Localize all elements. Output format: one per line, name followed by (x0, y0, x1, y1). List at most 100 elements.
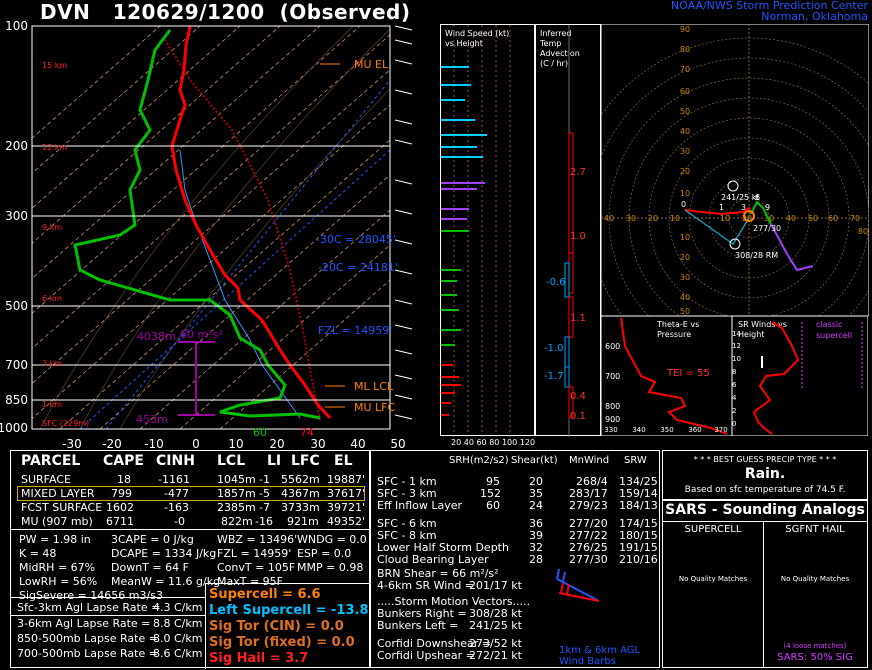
hodo-pt-9: 9 (765, 203, 770, 212)
layer-mnwind: 268/4 (576, 475, 608, 488)
srw-trace (752, 321, 800, 435)
ws-tick: 40 (463, 438, 474, 447)
srw-4-6km-label: 4-6km SR Wind = (377, 579, 475, 592)
adv-title3: (C / hr) (540, 59, 568, 68)
srw-title2: Height (738, 330, 764, 339)
p-label-500: 500 (5, 299, 28, 313)
idx-lowrh: LowRH = 56% (19, 575, 98, 588)
srw-h: 0 (732, 420, 736, 428)
layer-name: Lower Half Storm Depth (377, 541, 509, 554)
layer-shear: 28 (529, 553, 543, 566)
param-left-supercell: Left Supercell = -13.8 (209, 603, 369, 618)
org-label: NOAA/NWS Storm Prediction Center Norman,… (671, 0, 868, 22)
hodo-ring: 10 (680, 233, 690, 242)
p-label-100: 100 (5, 20, 28, 33)
hodo-axis: 20 (742, 214, 752, 223)
hodo-ring: 10 (680, 189, 690, 198)
srw-h: 10 (732, 355, 741, 363)
layer-srw: 159/14 (619, 487, 658, 500)
wind-speed-panel: Wind Speed (kt) vs Height 20 40 60 80 1 (440, 24, 535, 447)
precip-basis: Based on sfc temperature of 74.5 F. (684, 485, 846, 495)
selected-parcel-highlight (17, 486, 365, 501)
parcel-cape: 18 (117, 473, 131, 486)
adv-val: 0.4 (570, 391, 586, 402)
theta-p: 900 (605, 415, 620, 424)
lapse-label: 3-6km Agl Lapse Rate = (17, 617, 151, 630)
theta-title2: Pressure (657, 330, 691, 339)
param-sigtor-cin: Sig Tor (CIN) = 0.0 (209, 619, 344, 634)
ws-tick: 20 (451, 438, 462, 447)
adv-val: 2.7 (570, 167, 586, 178)
parcel-cinh: -1161 (158, 473, 190, 486)
wind-speed-chart (441, 25, 511, 437)
h-label-1km: 1 km (42, 400, 62, 409)
theta-t: 370 (714, 426, 727, 434)
layer-name: Eff Inflow Layer (377, 499, 463, 512)
idx-dcape: DCAPE = 1334 J/kg (111, 547, 217, 560)
divider (11, 615, 205, 616)
barb-label1: 1km & 6km AGL (559, 645, 641, 656)
layer-shear: 20 (529, 475, 543, 488)
layer-name: SFC - 1 km (377, 475, 437, 488)
sars-col-supercell: SUPERCELL (684, 524, 742, 535)
t-tick: -10 (144, 437, 164, 450)
layer-mnwind: 277/22 (569, 529, 608, 542)
wind-panel-title1: Wind Speed (kt) (445, 29, 510, 38)
org-line1: NOAA/NWS Storm Prediction Center (670, 0, 868, 12)
h-label-12km: 12 km (42, 143, 67, 152)
parcel-lcl: 1045m (217, 473, 256, 486)
theta-e-panel: Theta-E vs Pressure 600 700 800 900 TEI … (601, 316, 732, 436)
hodo-ring: 20 (680, 167, 690, 176)
col-shear: Shear(kt) (511, 455, 558, 466)
ml-lcl-label: ML LCL (354, 380, 394, 393)
parcel-el: 37617' (327, 487, 366, 500)
layer-shear: 24 (529, 499, 543, 512)
hodo-srw-lines (684, 209, 750, 245)
theta-t: 340 (632, 426, 645, 434)
sounding-title: DVN 120629/1200 (Observed) (40, 0, 410, 24)
divider (11, 597, 205, 598)
h-label-6km: 6 km (42, 294, 62, 303)
srw-h: 6 (732, 381, 737, 389)
wetbulb-trace (179, 149, 301, 419)
layer-srh: 60 (486, 499, 500, 512)
dry-adiabats (39, 26, 390, 429)
bunkers-right-label: Bunkers Right = (377, 607, 467, 620)
t-tick: -30 (62, 437, 82, 450)
theta-p: 600 (605, 342, 620, 351)
idx-fzl: FZL = 14959' (217, 547, 292, 560)
hodo-trace-mid (750, 200, 772, 225)
precip-type: Rain. (744, 466, 786, 482)
parcel-li: -1 (259, 473, 270, 486)
idx-convt: ConvT = 105F (217, 561, 296, 574)
h-label-9km: 9 km (42, 223, 62, 232)
theta-title1: Theta-E vs (656, 320, 699, 329)
hodo-ring: 40 (680, 293, 690, 302)
corfidi-down-value: 273/52 kt (469, 637, 522, 650)
skewt-diagram: 100 200 300 500 700 850 1000 15 km 12 km… (0, 20, 413, 450)
eff-srh-label: 60 m²s² (180, 328, 223, 341)
parcel-name: MU (907 mb) (21, 515, 93, 528)
parcel-li: -16 (255, 515, 273, 528)
hodo-pt-0: 0 (681, 200, 686, 209)
corfidi-down-label: Corfidi Downshear = (377, 637, 492, 650)
sounding-datetime: 120629/1200 (112, 0, 265, 24)
classic-label: classic (816, 320, 842, 329)
precip-title: * * * BEST GUESS PRECIP TYPE * * * (693, 455, 837, 464)
hodo-pt-3: 3 (741, 203, 746, 212)
hodo-axis: 40 (604, 214, 614, 223)
ws-tick: 80 (489, 438, 500, 447)
parcel-el: 39721' (327, 501, 366, 514)
srw-4-6km-value: 201/17 kt (469, 579, 522, 592)
theta-p: 800 (605, 402, 620, 411)
brn-shear: BRN Shear = 66 m²/s² (377, 567, 499, 580)
idx-sigsevere: SigSevere = 14656 m3/s3 (19, 589, 163, 602)
layer-srh: 152 (480, 487, 501, 500)
eff-bottom-label: 453m (136, 413, 168, 426)
layer-mnwind: 276/25 (569, 541, 608, 554)
hodo-pt-1: 1 (719, 203, 724, 212)
dewpoint-trace (73, 29, 321, 420)
theta-p: 700 (605, 372, 620, 381)
hodo-ring: 40 (680, 127, 690, 136)
eff-top-label: 4038m (137, 330, 176, 343)
